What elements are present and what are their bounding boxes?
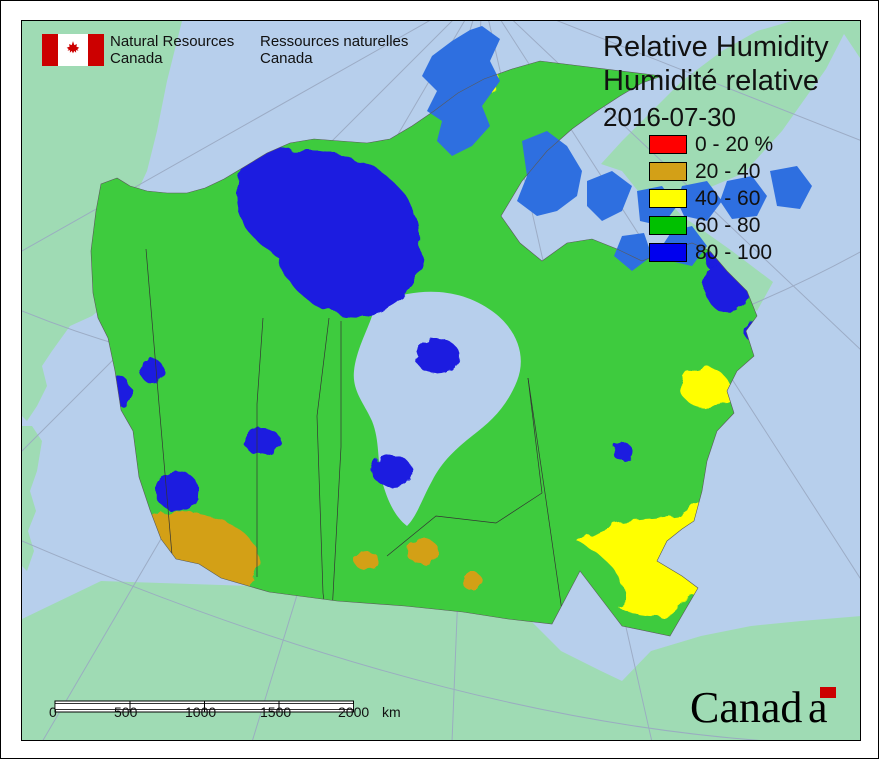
svg-text:Canad: Canad <box>690 685 802 731</box>
